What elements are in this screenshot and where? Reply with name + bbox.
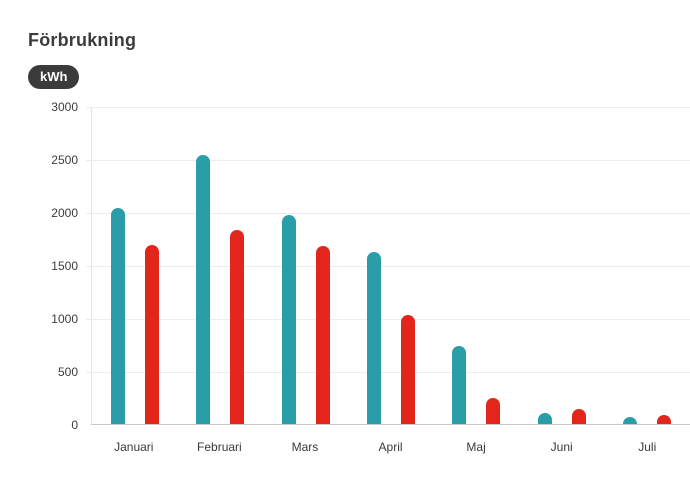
category-group-juni (519, 107, 604, 424)
bar-mars-red-series[interactable] (315, 245, 330, 424)
bar-mars-teal-series[interactable] (281, 215, 296, 424)
x-tick-label-mars: Mars (291, 440, 319, 454)
bar-juni-teal-series[interactable] (537, 413, 552, 424)
y-tick-label: 2000 (51, 206, 78, 220)
x-tick-label-april: April (378, 440, 403, 454)
plot-area (86, 107, 690, 425)
bar-februari-red-series[interactable] (230, 230, 245, 424)
gridline-2000 (86, 213, 690, 214)
category-group-januari (92, 107, 177, 424)
bar-maj-teal-series[interactable] (452, 345, 467, 424)
x-tick-label-juli: Juli (638, 440, 657, 454)
x-axis-labels: Januari Februari Mars April Maj Juni Juli (91, 440, 690, 454)
bar-januari-red-series[interactable] (144, 244, 159, 424)
category-group-juli (605, 107, 690, 424)
category-group-februari (177, 107, 262, 424)
x-tick-label-januari: Januari (114, 440, 154, 454)
y-tick-label: 2500 (51, 153, 78, 167)
y-tick-label: 0 (71, 418, 78, 432)
bar-april-teal-series[interactable] (366, 252, 381, 424)
bar-juli-teal-series[interactable] (623, 416, 638, 424)
bar-maj-red-series[interactable] (486, 397, 501, 424)
y-axis-labels: 3000 2500 2000 1500 1000 500 0 (20, 100, 78, 432)
y-tick-label: 3000 (51, 100, 78, 114)
gridline-1500 (86, 266, 690, 267)
unit-badge: kWh (28, 65, 80, 89)
bar-juni-red-series[interactable] (571, 409, 586, 424)
bar-juli-red-series[interactable] (657, 415, 672, 424)
bar-april-red-series[interactable] (400, 314, 415, 424)
x-tick-label-februari: Februari (197, 440, 242, 454)
category-group-mars (263, 107, 348, 424)
bars (92, 107, 690, 424)
y-tick-label: 1000 (51, 312, 78, 326)
bar-februari-teal-series[interactable] (196, 154, 211, 424)
chart-title: Förbrukning (28, 30, 137, 50)
gridline-1000 (86, 319, 690, 320)
gridline-3000 (86, 107, 690, 108)
x-tick-label-juni: Juni (550, 440, 573, 454)
gridline-500 (86, 372, 690, 373)
bar-januari-teal-series[interactable] (110, 207, 125, 424)
y-tick-label: 500 (57, 365, 78, 379)
category-group-april (348, 107, 433, 424)
gridline-2500 (86, 160, 690, 161)
category-group-maj (434, 107, 519, 424)
y-tick-label: 1500 (51, 259, 78, 273)
x-tick-label-maj: Maj (466, 440, 486, 454)
